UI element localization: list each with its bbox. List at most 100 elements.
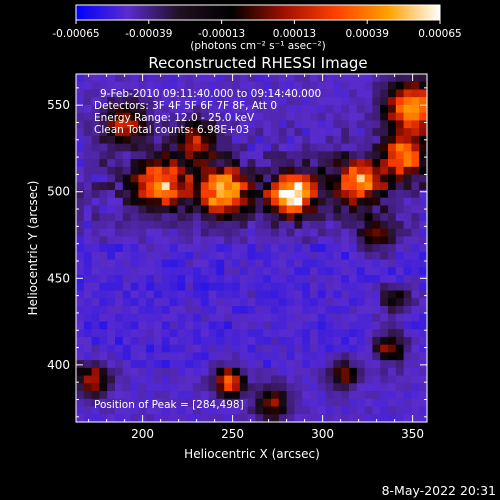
heatmap-cell [271, 244, 280, 253]
heatmap-cell [138, 120, 147, 129]
heatmap-cell [255, 375, 264, 384]
heatmap-cell [138, 89, 147, 98]
heatmap-cell [177, 205, 186, 214]
heatmap-cell [99, 267, 108, 276]
heatmap-cell [263, 205, 272, 214]
heatmap-cell [294, 375, 303, 384]
heatmap-cell [161, 298, 171, 307]
heatmap-cell [333, 143, 342, 152]
heatmap-cell [146, 313, 155, 323]
heatmap-cell [99, 159, 108, 168]
heatmap-cell [161, 360, 171, 369]
heatmap-cell [122, 360, 132, 369]
heatmap-cell [169, 128, 178, 137]
heatmap-cell [302, 344, 311, 353]
heatmap-cell [177, 298, 186, 307]
heatmap-cell [356, 367, 366, 377]
heatmap-cell [130, 282, 139, 292]
heatmap-cell [263, 135, 272, 145]
heatmap-cell [200, 205, 210, 214]
heatmap-cell [161, 367, 171, 377]
heatmap-cell [193, 135, 202, 145]
heatmap-cell [154, 383, 163, 392]
heatmap-cell [177, 143, 186, 152]
heatmap-cell [83, 391, 93, 400]
heatmap-cell [302, 329, 311, 338]
heatmap-cell [372, 135, 381, 145]
heatmap-cell [146, 182, 155, 191]
heatmap-cell [247, 383, 256, 392]
heatmap-cell [185, 190, 194, 199]
annotation-time-range: 9-Feb-2010 09:11:40.000 to 09:14:40.000 [100, 88, 321, 100]
heatmap-cell [388, 128, 397, 137]
heatmap-cell [130, 367, 139, 377]
heatmap-cell [271, 352, 280, 361]
heatmap-cell [138, 321, 147, 330]
heatmap-cell [224, 306, 233, 315]
heatmap-cell [216, 135, 225, 145]
heatmap-cell [193, 112, 202, 121]
heatmap-cell [317, 367, 327, 377]
heatmap-cell [278, 213, 288, 222]
heatmap-cell [302, 104, 311, 114]
heatmap-cell [263, 344, 272, 353]
heatmap-cell [208, 81, 217, 91]
heatmap-cell [224, 104, 233, 114]
heatmap-cell [395, 213, 405, 222]
heatmap-cell [278, 406, 288, 415]
heatmap-cell [403, 128, 412, 137]
heatmap-cell [115, 220, 124, 230]
heatmap-cell [302, 159, 311, 168]
heatmap-cell [232, 367, 241, 377]
heatmap-cell [356, 344, 366, 353]
heatmap-cell [325, 112, 334, 121]
heatmap-cell [177, 251, 186, 261]
heatmap-cell [263, 290, 272, 299]
heatmap-cell [341, 151, 350, 160]
heatmap-cell [76, 352, 85, 361]
heatmap-cell [271, 128, 280, 137]
heatmap-cell [278, 205, 288, 214]
heatmap-cell [372, 329, 381, 338]
heatmap-cell [278, 298, 288, 307]
heatmap-cell [310, 89, 319, 98]
heatmap-cell [310, 166, 319, 176]
heatmap-cell [76, 104, 85, 114]
heatmap-cell [247, 205, 256, 214]
heatmap-cell [177, 128, 186, 137]
heatmap-cell [380, 104, 389, 114]
heatmap-cell [341, 220, 350, 230]
x-tick-label: 350 [401, 427, 424, 441]
heatmap-cell [255, 290, 264, 299]
heatmap-cell [138, 205, 147, 214]
heatmap-cell [200, 391, 210, 400]
heatmap-cell [107, 383, 116, 392]
heatmap-cell [200, 383, 210, 392]
heatmap-cell [193, 344, 202, 353]
heatmap-cell [122, 89, 132, 98]
heatmap-cell [208, 282, 217, 292]
heatmap-cell [411, 89, 420, 98]
heatmap-cell [154, 151, 163, 160]
heatmap-cell [115, 313, 124, 323]
heatmap-cell [372, 151, 381, 160]
heatmap-cell [91, 313, 100, 323]
heatmap-cell [310, 74, 319, 83]
heatmap-cell [122, 228, 132, 237]
heatmap-cell [411, 367, 420, 377]
heatmap-cell [247, 375, 256, 384]
heatmap-cell [349, 135, 358, 145]
heatmap-cell [411, 190, 420, 199]
heatmap-cell [247, 112, 256, 121]
heatmap-cell [388, 120, 397, 129]
heatmap-cell [278, 151, 288, 160]
heatmap-cell [302, 213, 311, 222]
heatmap-cell [99, 112, 108, 121]
heatmap-cell [208, 151, 217, 160]
heatmap-cell [271, 251, 280, 261]
heatmap-cell [255, 352, 264, 361]
heatmap-cell [177, 197, 186, 207]
heatmap-cell [232, 375, 241, 384]
heatmap-cell [185, 182, 194, 191]
heatmap-cell [83, 81, 93, 91]
